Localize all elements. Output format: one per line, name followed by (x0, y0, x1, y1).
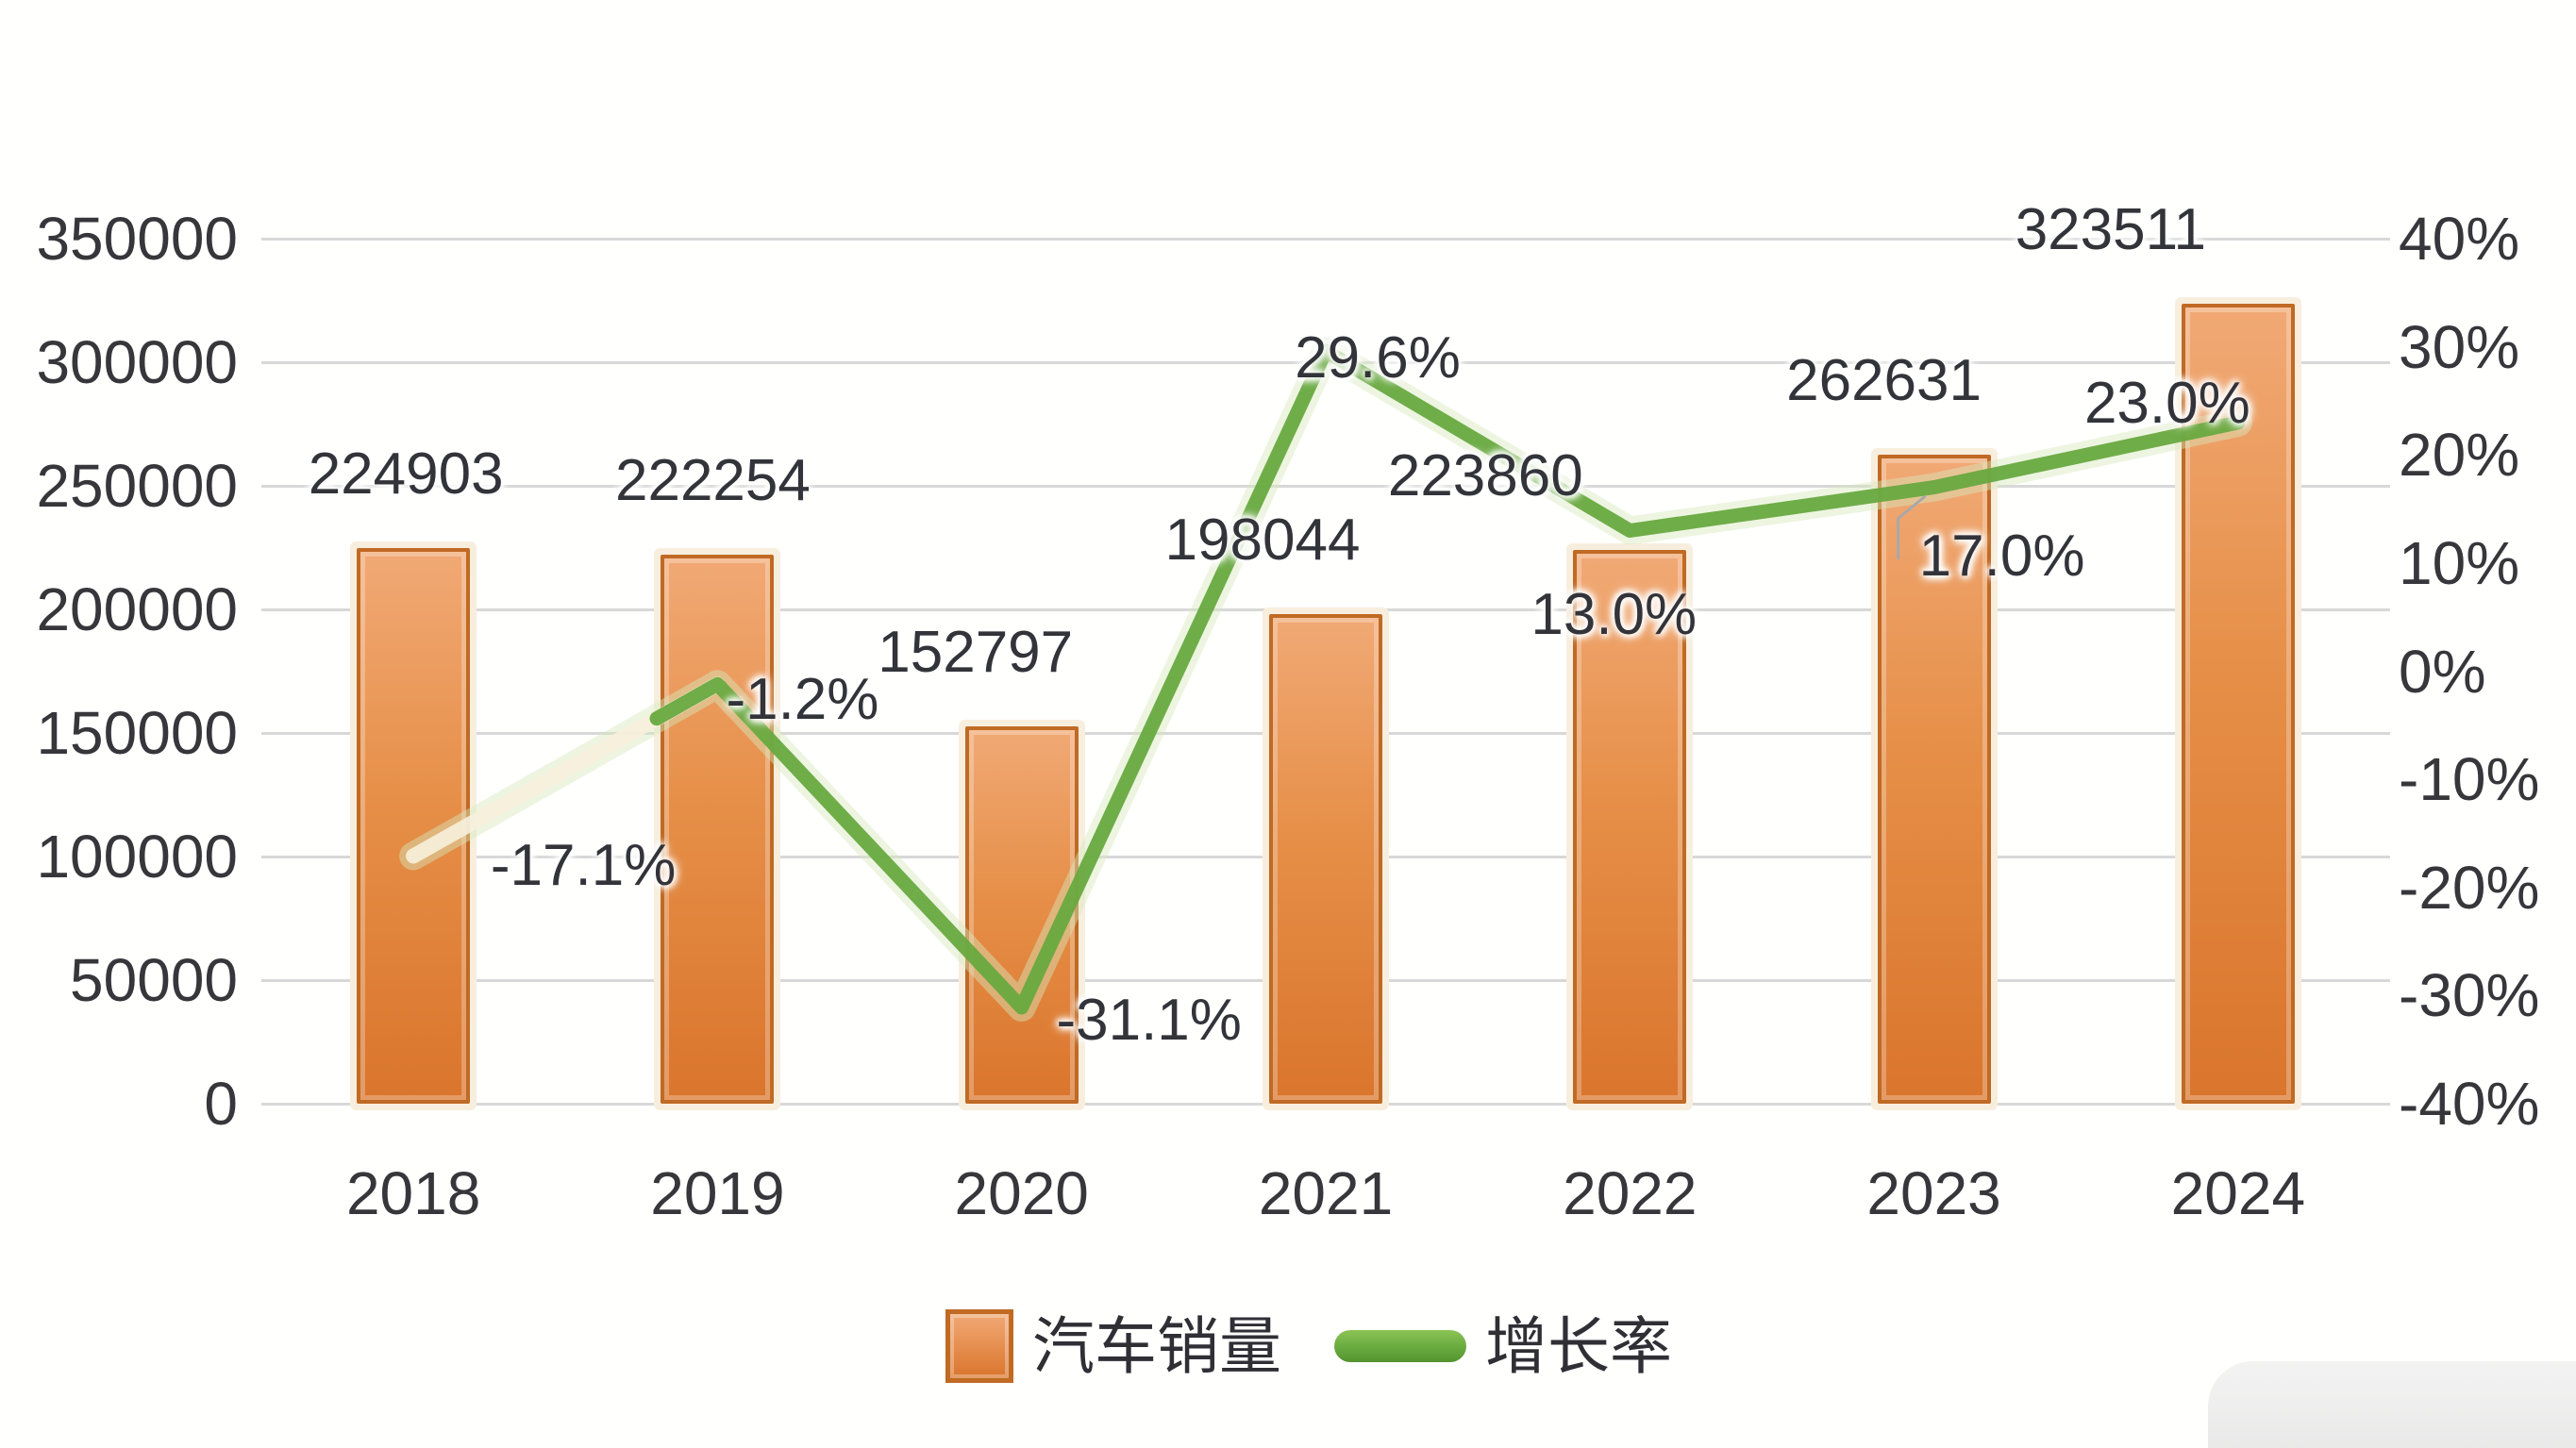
left-axis-tick: 150000 (36, 699, 238, 767)
legend-bar-swatch-icon (945, 1309, 1013, 1383)
x-axis-label-2024: 2024 (2170, 1159, 2306, 1227)
left-axis-tick: 0 (204, 1070, 238, 1138)
bar-2021 (1269, 614, 1382, 1104)
bar-value-label: 152797 (878, 619, 1074, 685)
right-axis-tick: -10% (2399, 745, 2540, 814)
gridline (261, 1102, 2390, 1106)
growth-rate-label: 29.6% (1295, 325, 1461, 391)
legend-bar-label: 汽车销量 (1032, 1311, 1281, 1381)
left-axis-tick: 100000 (36, 823, 238, 890)
watermark (2208, 1361, 2576, 1448)
right-axis-tick: -40% (2399, 1070, 2540, 1138)
growth-rate-label: -31.1% (1056, 987, 1242, 1053)
x-axis-label-2018: 2018 (345, 1159, 481, 1227)
right-axis-tick: 30% (2399, 312, 2520, 381)
right-axis-tick: 10% (2399, 528, 2520, 597)
growth-rate-label: 17.0% (1918, 523, 2085, 589)
label-leader-line (1897, 495, 1927, 560)
gridline (261, 237, 2390, 241)
left-axis-tick: 300000 (36, 328, 238, 396)
bar-value-label: 323511 (2015, 197, 2206, 263)
growth-rate-label: -17.1% (490, 832, 677, 898)
left-axis-tick: 50000 (70, 946, 238, 1014)
bar-value-label: 223860 (1387, 443, 1583, 509)
left-axis-tick: 350000 (36, 205, 238, 273)
bar-2019 (661, 554, 775, 1104)
x-axis-label-2023: 2023 (1866, 1159, 2001, 1227)
x-axis-label-2021: 2021 (1258, 1159, 1394, 1227)
right-axis-tick: 40% (2399, 205, 2520, 273)
growth-rate-label: -1.2% (726, 667, 879, 733)
gridline (261, 607, 2390, 611)
right-axis-tick: 20% (2399, 421, 2520, 490)
growth-line (649, 343, 2246, 1015)
x-axis-label-2019: 2019 (650, 1159, 785, 1227)
bar-value-label: 222254 (614, 447, 811, 513)
left-axis-tick: 250000 (36, 452, 238, 520)
legend-line-label: 增长率 (1485, 1311, 1672, 1381)
right-axis-tick: -30% (2399, 961, 2540, 1030)
growth-rate-label: 13.0% (1531, 582, 1698, 648)
legend-line-swatch-icon (1334, 1330, 1466, 1362)
bar-2023 (1877, 454, 1991, 1104)
bar-value-label: 198044 (1164, 508, 1361, 574)
left-axis-tick: 200000 (36, 575, 238, 643)
x-axis-label-2020: 2020 (954, 1159, 1089, 1227)
right-axis-tick: 0% (2399, 637, 2486, 706)
right-axis-tick: -20% (2399, 853, 2540, 922)
x-axis-label-2022: 2022 (1563, 1159, 1698, 1227)
bar-2022 (1573, 550, 1687, 1104)
legend: 汽车销量 增长率 (945, 1309, 1672, 1383)
bar-value-label: 262631 (1786, 347, 1982, 413)
gridline (261, 484, 2390, 488)
growth-rate-label: 23.0% (2083, 370, 2250, 436)
bar-value-label: 224903 (308, 441, 504, 507)
